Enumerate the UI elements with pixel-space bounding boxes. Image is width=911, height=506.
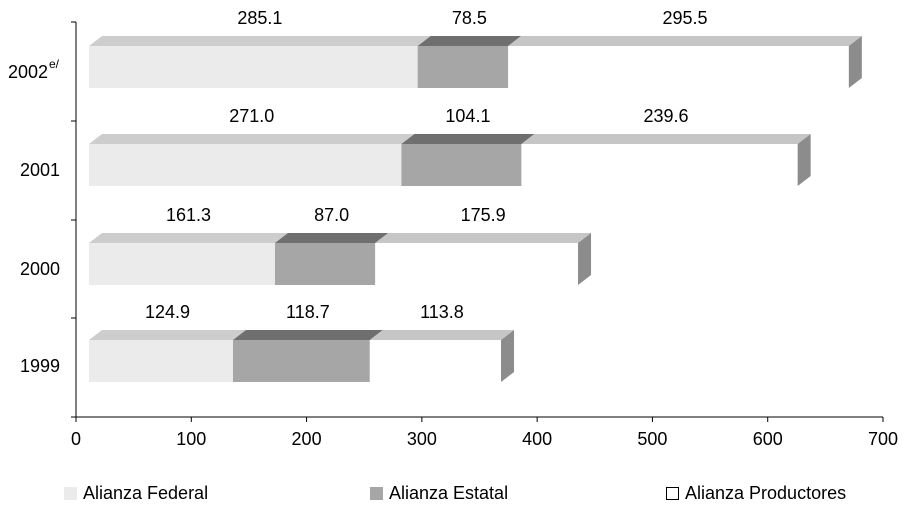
x-tick-label-7: 700: [868, 429, 898, 449]
bar-2000-2: [375, 243, 579, 285]
legend-label-productores: Alianza Productores: [685, 482, 847, 503]
legend-swatch-federal: [64, 486, 77, 500]
bar-2000-1: [274, 243, 376, 285]
stacked-bar-chart: 0 100 200 300 400 500 600 700 285.1 78.5 295.5 2002…: [8, 8, 898, 449]
bar-1999-1: [232, 340, 370, 382]
bar-top-2000-2: [375, 233, 592, 243]
data-label-2001-2: 239.6: [644, 106, 689, 126]
data-label-2002-2: 295.5: [662, 8, 707, 28]
bar-side-2000: [578, 233, 592, 285]
y-category-label-2001: 2001: [20, 160, 60, 180]
bar-1999-0: [89, 340, 233, 382]
bar-top-2000-1: [274, 233, 389, 243]
y-category-label-2002: 2002: [8, 62, 48, 82]
data-label-1999-2: 113.8: [420, 302, 464, 322]
legend-item-federal: Alianza Federal: [64, 481, 208, 505]
x-tick-label-3: 300: [407, 429, 437, 449]
bar-2002-2: [508, 46, 849, 88]
x-tick-label-5: 500: [637, 429, 667, 449]
data-label-2000-1: 87.0: [314, 205, 349, 225]
data-label-2000-2: 175.9: [461, 205, 506, 225]
bar-top-2001-0: [89, 134, 415, 144]
bar-top-2002-1: [417, 36, 522, 46]
y-category-label-1999: 1999: [20, 356, 60, 376]
bar-2002-0: [89, 46, 418, 88]
data-label-2002-0: 285.1: [237, 8, 282, 28]
bar-side-1999: [501, 330, 515, 382]
y-category-label-2000: 2000: [20, 259, 60, 279]
bar-2002-1: [417, 46, 509, 88]
data-label-1999-0: 124.9: [145, 302, 190, 322]
bar-2001-0: [89, 144, 402, 186]
legend-label-federal: Alianza Federal: [83, 482, 209, 503]
bar-2000-0: [89, 243, 275, 285]
data-label-2002-1: 78.5: [452, 8, 487, 28]
bar-2001-1: [401, 144, 522, 186]
bar-top-2002-0: [89, 36, 431, 46]
bar-1999-2: [369, 340, 502, 382]
x-tick-label-6: 600: [753, 429, 783, 449]
data-label-2001-1: 104.1: [445, 106, 490, 126]
bar-top-2001-2: [521, 134, 811, 144]
legend-item-productores: Alianza Productores: [666, 481, 846, 505]
legend-swatch-estatal: [370, 486, 383, 500]
bar-top-2002-2: [508, 36, 862, 46]
x-tick-label-0: 0: [71, 429, 81, 449]
x-tick-label-2: 200: [292, 429, 322, 449]
legend-swatch-productores: [666, 486, 679, 500]
data-label-1999-1: 118.7: [286, 302, 330, 322]
x-tick-label-1: 100: [176, 429, 206, 449]
bar-2001-2: [521, 144, 798, 186]
bar-side-2001: [797, 134, 811, 186]
bar-top-1999-0: [89, 330, 246, 340]
bar-top-1999-2: [369, 330, 515, 340]
bar-top-1999-1: [232, 330, 383, 340]
bar-top-2001-1: [401, 134, 535, 144]
data-label-2001-0: 271.0: [229, 106, 274, 126]
bar-side-2002: [848, 36, 862, 88]
legend-item-estatal: Alianza Estatal: [370, 481, 508, 505]
x-tick-label-4: 400: [522, 429, 552, 449]
y-category-superscript-2002: e/: [49, 57, 60, 71]
data-label-2000-0: 161.3: [166, 205, 211, 225]
legend-label-estatal: Alianza Estatal: [389, 482, 509, 503]
bar-top-2000-0: [89, 233, 288, 243]
